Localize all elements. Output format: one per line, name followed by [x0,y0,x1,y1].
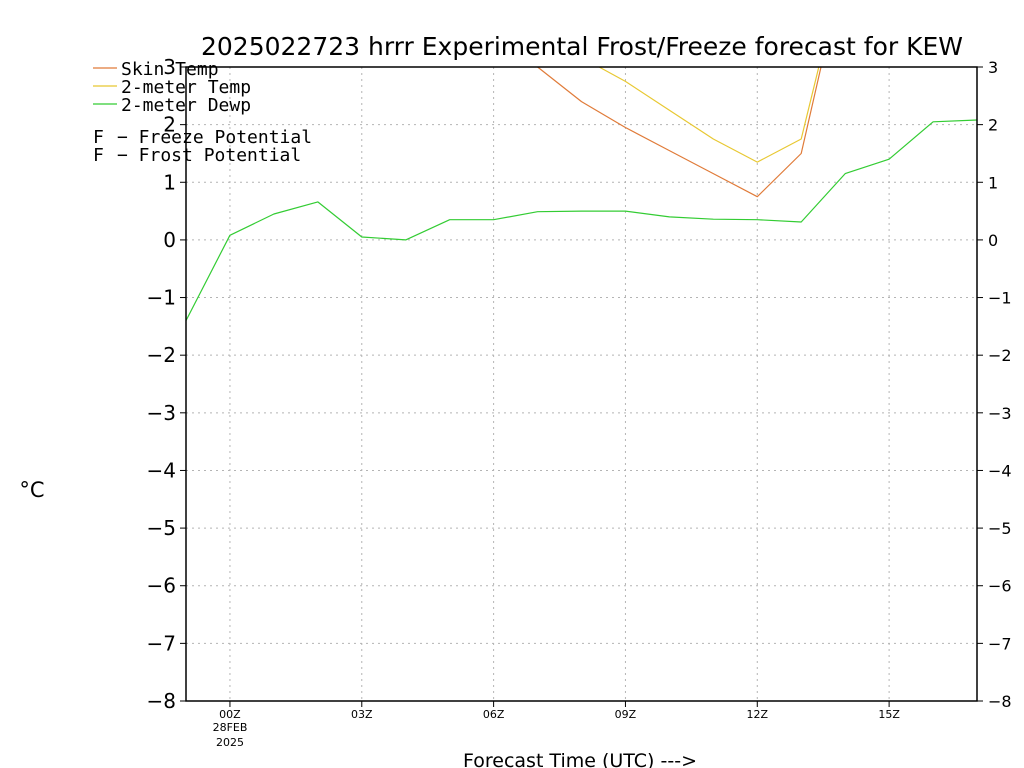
x-tick-label: 12Z [747,708,769,721]
y-tick-label-right: −8 [988,692,1012,711]
legend-skin-temp-label: Skin Temp [121,59,219,80]
x-tick-label: 03Z [351,708,373,721]
x-tick-label: 00Z [219,708,241,721]
y-tick-label: −4 [147,458,176,482]
y-tick-label: 1 [163,170,176,194]
y-axis-ticks: −8 −8 −7 −7 −6 −6 −5 −5 −4 −4 −3 −3 −2 −2 −1 −1 0 0 1 1 2 2 3 3 [147,55,1012,713]
plot-frame [185,66,978,702]
y-tick-label-right: −5 [988,519,1012,538]
x-axis-label: Forecast Time (UTC) ---> [463,750,697,768]
series-lines [185,66,978,321]
y-tick-label-right: 3 [988,58,998,77]
x-axis-ticks: 00Z 03Z 06Z 09Z 12Z 15Z [219,701,900,721]
y-tick-label: 3 [163,55,176,79]
y-tick-label: −2 [147,343,176,367]
y-tick-label: −6 [147,574,176,598]
y-tick-label: 2 [163,113,176,137]
frost-potential-label: − Frost Potential [117,145,301,166]
x-tick-label: 06Z [483,708,505,721]
date-label-day: 28FEB [213,721,248,734]
y-tick-label: −7 [147,631,176,655]
y-tick-label-right: −7 [988,634,1012,653]
y-tick-label: −3 [147,401,176,425]
y-tick-label-right: −3 [988,404,1012,423]
y-tick-label: −1 [147,286,176,310]
y-tick-label: 0 [163,228,176,252]
chart-title: 2025022723 hrrr Experimental Frost/Freez… [201,32,963,61]
skin-temp-line [537,66,822,198]
legend: Skin Temp 2-meter Temp 2-meter Dewp F − … [93,59,312,166]
grid-lines [186,67,977,701]
y-tick-label: −8 [147,689,176,713]
legend-2m-dewp-label: 2-meter Dewp [121,95,251,116]
y-tick-label-right: −1 [988,289,1012,308]
freeze-potential-label: − Freeze Potential [117,127,312,148]
frost-potential-letter: F [93,145,104,166]
date-label-year: 2025 [216,736,244,749]
y-tick-label-right: 1 [988,173,998,192]
x-tick-label: 15Z [878,708,900,721]
x-tick-label: 09Z [615,708,637,721]
y-axis-label: °C [19,478,44,502]
y-tick-label: −5 [147,516,176,540]
y-tick-label-right: −4 [988,461,1012,480]
y-tick-label-right: 0 [988,231,998,250]
y-tick-label-right: 2 [988,116,998,135]
freeze-potential-letter: F [93,127,104,148]
2m-dewp-line [185,119,978,321]
y-tick-label-right: −2 [988,346,1012,365]
y-tick-label-right: −6 [988,577,1012,596]
2m-temp-line [598,66,820,163]
legend-2m-temp-label: 2-meter Temp [121,77,251,98]
